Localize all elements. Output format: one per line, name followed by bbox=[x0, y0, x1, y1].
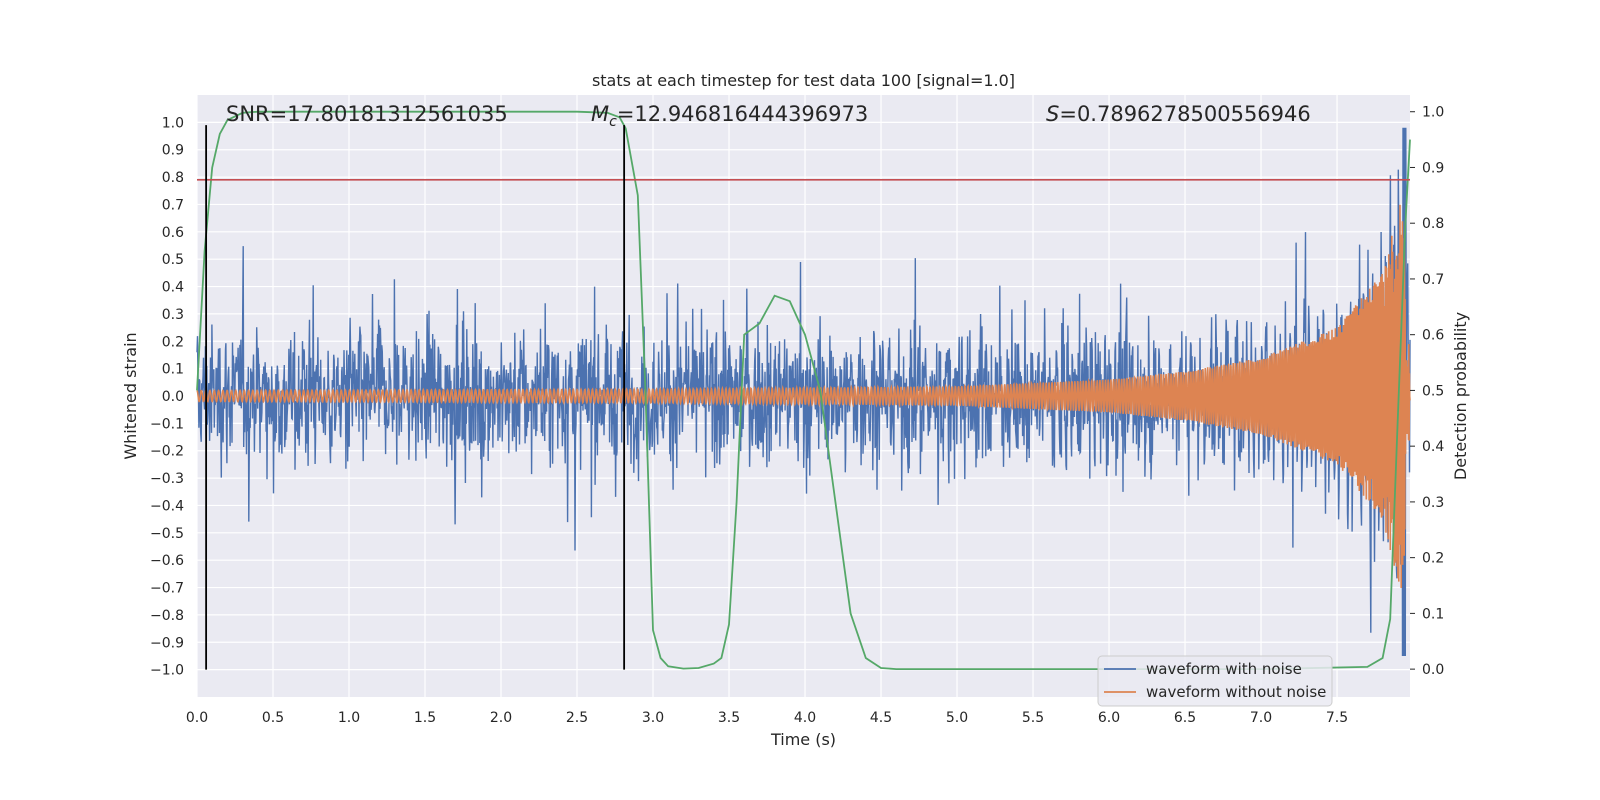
y-tick-label: −0.5 bbox=[150, 526, 184, 542]
y-tick-label: −0.2 bbox=[150, 444, 184, 460]
y-right-tick-label: 0.3 bbox=[1422, 495, 1444, 511]
x-tick-label: 7.0 bbox=[1250, 710, 1272, 726]
y-tick-label: 0.2 bbox=[162, 334, 184, 350]
x-tick-label: 6.5 bbox=[1174, 710, 1196, 726]
y-right-tick-label: 0.6 bbox=[1422, 328, 1444, 344]
legend-box bbox=[1097, 655, 1333, 707]
legend: waveform with noise waveform without noi… bbox=[1097, 655, 1333, 707]
reference-lines bbox=[205, 125, 626, 670]
x-tick-label: 0.0 bbox=[186, 710, 208, 726]
s-annotation: S=0.7896278500556946 bbox=[1046, 102, 1311, 126]
x-tick-label: 2.5 bbox=[566, 710, 588, 726]
legend-label-clean: waveform without noise bbox=[1146, 683, 1326, 701]
mc-symbol: M bbox=[591, 102, 609, 126]
y-tick-label: 0.9 bbox=[162, 143, 184, 159]
x-tick-label: 5.5 bbox=[1022, 710, 1044, 726]
x-tick-label: 0.5 bbox=[262, 710, 284, 726]
x-tick-label: 4.0 bbox=[794, 710, 816, 726]
y-tick-label: 0.6 bbox=[162, 225, 184, 241]
mc-value: =12.946816444396973 bbox=[617, 102, 868, 126]
y-tick-label: 0.7 bbox=[162, 197, 184, 213]
y-tick-label: −1.0 bbox=[150, 663, 184, 679]
x-tick-label: 2.0 bbox=[490, 710, 512, 726]
series-layer bbox=[196, 110, 1411, 670]
x-tick-label: 1.5 bbox=[414, 710, 436, 726]
chirp-mass-annotation: Mc=12.946816444396973 bbox=[591, 102, 868, 130]
y-right-tick-label: 0.8 bbox=[1422, 216, 1444, 232]
x-axis-label: Time (s) bbox=[770, 730, 836, 749]
x-tick-label: 4.5 bbox=[870, 710, 892, 726]
y-right-tick-label: 0.9 bbox=[1422, 160, 1444, 176]
y-right-tick-label: 0.7 bbox=[1422, 272, 1444, 288]
y-right-tick-label: 0.5 bbox=[1422, 383, 1444, 399]
y-tick-label: −0.4 bbox=[150, 498, 184, 514]
x-tick-label: 1.0 bbox=[338, 710, 360, 726]
y-tick-label: 1.0 bbox=[162, 115, 184, 131]
series-detection-probability bbox=[196, 110, 1411, 670]
y-tick-label: −0.1 bbox=[150, 416, 184, 432]
snr-annotation: SNR=17.80181312561035 bbox=[226, 102, 508, 126]
y-right-tick-label: 1.0 bbox=[1422, 105, 1444, 121]
y-right-tick-label: 0.1 bbox=[1422, 606, 1444, 622]
legend-label-noisy: waveform with noise bbox=[1146, 660, 1302, 678]
x-tick-label: 3.0 bbox=[642, 710, 664, 726]
x-tick-label: 7.5 bbox=[1326, 710, 1348, 726]
y-tick-label: −0.3 bbox=[150, 471, 184, 487]
s-symbol: S bbox=[1046, 102, 1059, 126]
x-tick-label: 6.0 bbox=[1098, 710, 1120, 726]
y-axis-label: Whitened strain bbox=[121, 332, 140, 459]
y-tick-label: 0.3 bbox=[162, 307, 184, 323]
y-tick-label: 0.8 bbox=[162, 170, 184, 186]
y-axis-right-label: Detection probability bbox=[1451, 312, 1470, 480]
y-axis-ticks: 1.0 0.9 0.8 0.7 0.6 0.5 0.4 0.3 0.2 0.1 0.0 −0.1 −0.… bbox=[150, 115, 184, 678]
y-tick-label: 0.5 bbox=[162, 252, 184, 268]
series-waveform-without-noise bbox=[196, 204, 1411, 589]
y-tick-label: 0.4 bbox=[162, 280, 184, 296]
mc-subscript: c bbox=[609, 114, 617, 130]
y-tick-label: 0.1 bbox=[162, 362, 184, 378]
s-value: =0.7896278500556946 bbox=[1059, 102, 1310, 126]
y-right-tick-label: 0.4 bbox=[1422, 439, 1444, 455]
x-tick-label: 5.0 bbox=[946, 710, 968, 726]
y-tick-label: −0.7 bbox=[150, 581, 184, 597]
x-axis-ticks: 0.0 0.5 1.0 1.5 2.0 2.5 3.0 3.5 4.0 4.5 5.0 5.5 6.0 6… bbox=[186, 710, 1348, 726]
y-tick-label: −0.9 bbox=[150, 635, 184, 651]
y-axis-right-ticks: 1.0 0.9 0.8 0.7 0.6 0.5 0.4 0.3 0.2 0.1 0.0 bbox=[1410, 105, 1444, 678]
y-right-tick-label: 0.2 bbox=[1422, 551, 1444, 567]
y-right-tick-label: 0.0 bbox=[1422, 662, 1444, 678]
x-tick-label: 3.5 bbox=[718, 710, 740, 726]
y-tick-label: −0.8 bbox=[150, 608, 184, 624]
chart-title: stats at each timestep for test data 100… bbox=[592, 71, 1015, 90]
y-tick-label: −0.6 bbox=[150, 553, 184, 569]
y-tick-label: 0.0 bbox=[162, 389, 184, 405]
